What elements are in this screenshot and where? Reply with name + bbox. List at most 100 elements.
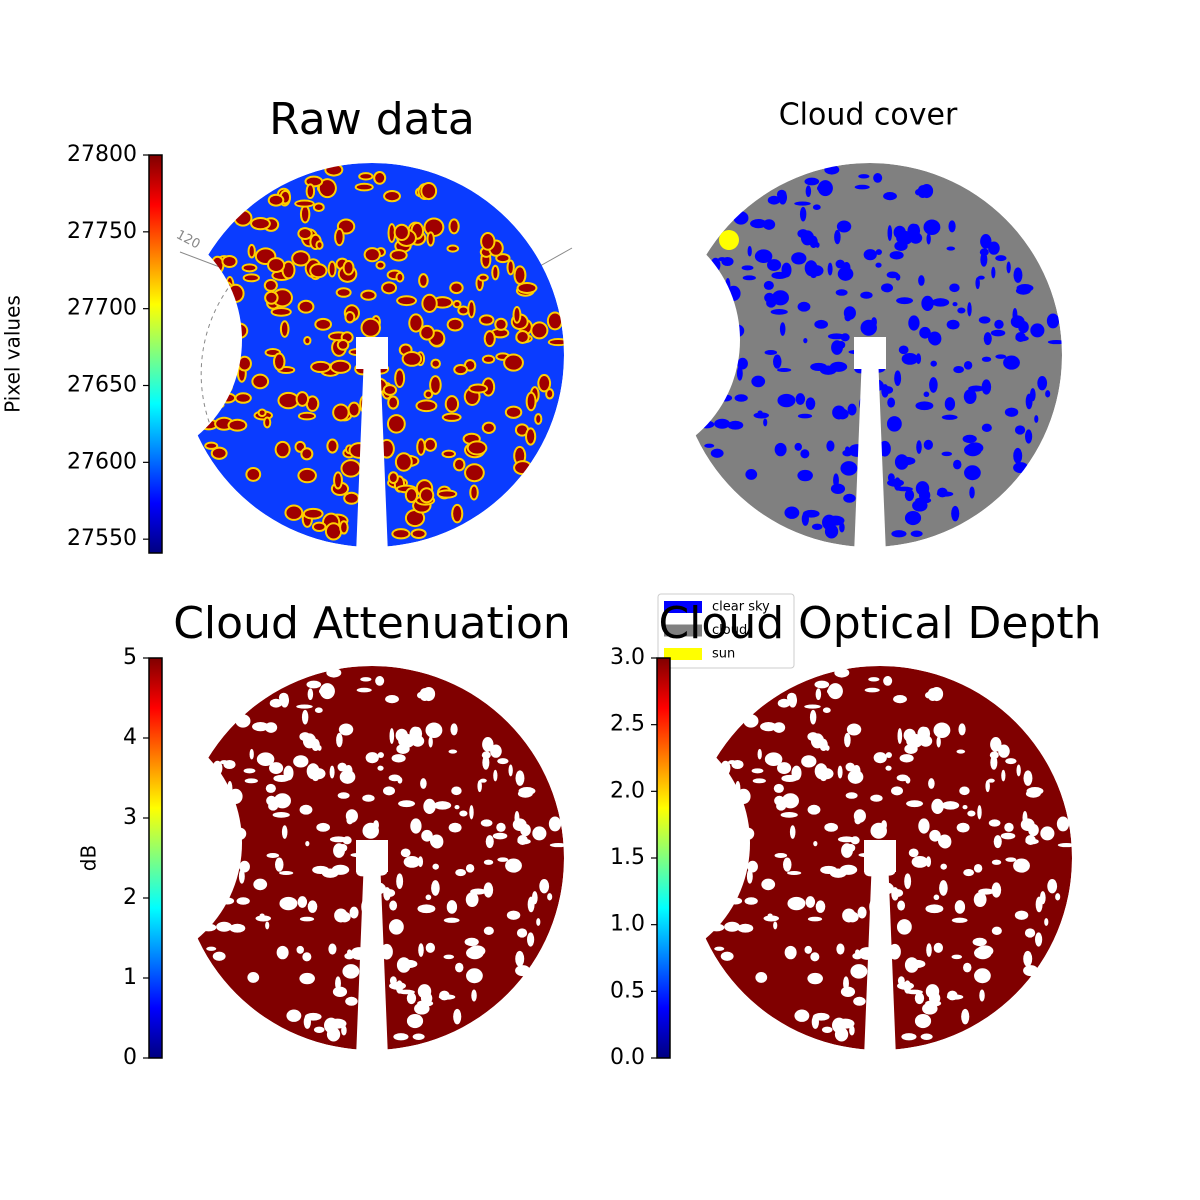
blob xyxy=(990,737,1002,752)
blob xyxy=(425,391,432,398)
blob xyxy=(317,745,322,751)
blob xyxy=(930,360,937,367)
blob xyxy=(963,962,972,973)
blob xyxy=(849,1025,855,1036)
blob xyxy=(311,768,326,780)
blob xyxy=(356,687,372,693)
blob xyxy=(337,762,347,772)
blob xyxy=(443,954,455,960)
blob xyxy=(1015,332,1026,342)
blob xyxy=(951,917,968,923)
blob xyxy=(689,323,697,330)
blob xyxy=(301,709,309,725)
blob xyxy=(433,801,452,810)
blob xyxy=(397,776,403,784)
blob xyxy=(479,275,487,280)
blob xyxy=(978,316,991,324)
blob xyxy=(1024,928,1036,938)
blob xyxy=(508,764,513,777)
blob xyxy=(860,496,873,506)
blob xyxy=(1025,393,1033,410)
blob xyxy=(216,921,233,932)
blob xyxy=(698,846,714,853)
blob xyxy=(867,1023,883,1029)
blob xyxy=(815,688,822,701)
blob xyxy=(804,945,812,954)
blob xyxy=(903,728,916,743)
blob xyxy=(825,745,830,751)
blob xyxy=(420,778,427,789)
blob xyxy=(453,1008,462,1025)
blob xyxy=(873,752,887,764)
blob xyxy=(305,841,310,847)
colorbar-tick-label: 4 xyxy=(123,725,137,750)
legend: clear sky cloud sun xyxy=(657,593,795,669)
blob xyxy=(336,732,343,748)
blob xyxy=(929,829,941,842)
blob xyxy=(773,783,784,793)
blob xyxy=(812,204,821,211)
blob xyxy=(872,925,886,930)
blob xyxy=(834,667,850,678)
blob xyxy=(539,376,550,391)
blob xyxy=(714,418,731,429)
blob xyxy=(479,778,487,783)
blob xyxy=(928,992,941,1005)
blob xyxy=(406,510,424,526)
blob xyxy=(871,407,877,413)
blob xyxy=(846,844,856,852)
blob xyxy=(190,846,206,853)
blob xyxy=(299,229,311,239)
blob xyxy=(389,473,397,483)
colorbar-tick-label: 5 xyxy=(123,645,137,670)
blob xyxy=(471,486,477,499)
blob xyxy=(857,520,873,526)
blob xyxy=(896,297,914,305)
colorbar-tick-label: 27600 xyxy=(67,449,137,474)
blob xyxy=(859,396,866,411)
blob xyxy=(764,350,778,356)
blob xyxy=(406,992,417,1005)
blob xyxy=(897,728,903,744)
blob xyxy=(760,722,777,732)
blob xyxy=(380,440,393,457)
colorbar-tick-label: 27800 xyxy=(67,142,137,167)
blob xyxy=(451,786,462,796)
blob xyxy=(817,180,833,197)
blob xyxy=(763,915,780,922)
blob xyxy=(842,908,856,923)
blob xyxy=(1001,769,1006,782)
blob xyxy=(895,273,901,281)
blob xyxy=(373,910,379,916)
colorbar-tick-label: 2.0 xyxy=(610,778,645,803)
blob xyxy=(880,868,896,876)
sun xyxy=(719,230,739,250)
blob xyxy=(454,301,460,307)
blob xyxy=(515,267,525,283)
blob xyxy=(979,248,989,256)
blob xyxy=(787,870,802,875)
blob xyxy=(362,822,379,839)
blob xyxy=(422,183,436,199)
blob xyxy=(814,319,828,329)
blob xyxy=(200,420,217,429)
blob xyxy=(784,506,800,519)
blob xyxy=(757,410,763,416)
blob xyxy=(743,714,759,728)
blob xyxy=(448,319,462,330)
blob xyxy=(794,1009,810,1022)
blob xyxy=(995,255,1007,262)
blob xyxy=(928,778,935,789)
blob xyxy=(964,465,981,481)
blob xyxy=(297,896,308,908)
blob xyxy=(283,262,294,278)
blob xyxy=(316,822,330,832)
blob xyxy=(887,225,893,241)
blob xyxy=(977,275,985,280)
blob xyxy=(933,942,943,953)
blob xyxy=(506,407,521,417)
blob xyxy=(516,928,528,938)
blob xyxy=(266,853,280,859)
blob xyxy=(944,397,956,411)
blob xyxy=(338,220,354,233)
